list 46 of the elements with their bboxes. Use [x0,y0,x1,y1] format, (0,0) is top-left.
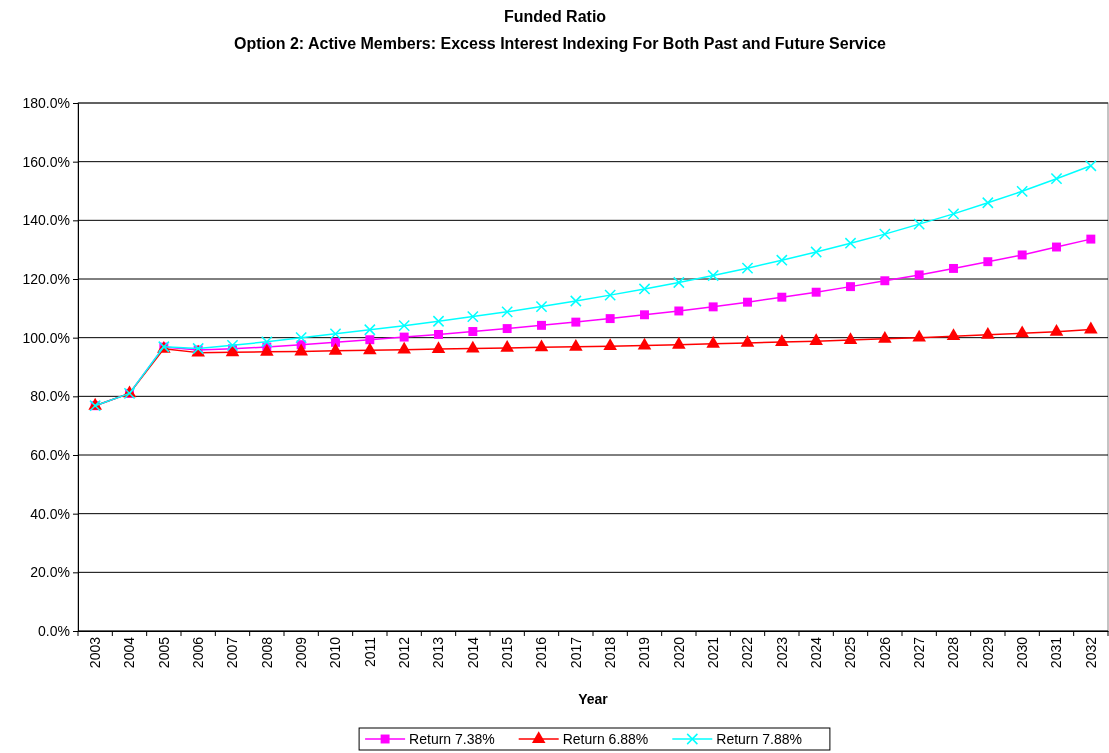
x-tick-label: 2028 [945,636,962,669]
legend-label: Return 7.88% [716,731,802,747]
y-tick-label: 100.0% [22,329,70,346]
x-tick-label: 2025 [842,636,859,669]
x-tick-label: 2015 [499,636,516,669]
x-tick-label: 2018 [602,636,619,669]
x-tick-label: 2030 [1014,636,1031,669]
x-tick-label: 2010 [327,636,344,669]
x-tick-label: 2029 [979,636,996,669]
y-tick-label: 180.0% [22,94,70,111]
y-tick-label: 160.0% [22,153,70,170]
x-tick-label: 2014 [464,636,481,669]
x-tick-label: 2005 [155,636,172,669]
x-tick-label: 2023 [773,636,790,669]
x-tick-label: 2008 [258,636,275,669]
x-tick-label: 2007 [224,636,241,669]
x-tick-label: 2032 [1082,636,1099,669]
x-tick-label: 2031 [1048,636,1065,669]
y-tick-label: 20.0% [30,564,70,581]
chart-title: Funded Ratio [503,8,607,25]
x-tick-label: 2003 [87,636,104,669]
x-tick-label: 2006 [190,636,207,669]
x-tick-label: 2021 [705,636,722,669]
x-tick-label: 2026 [876,636,893,669]
x-tick-label: 2020 [670,636,687,669]
x-tick-label: 2017 [567,636,584,669]
y-tick-label: 0.0% [38,622,70,639]
x-tick-label: 2004 [121,636,138,669]
y-tick-label: 120.0% [22,270,70,287]
x-tick-label: 2024 [808,636,825,669]
legend-label: Return 6.88% [562,731,649,747]
x-tick-label: 2012 [396,636,413,669]
y-tick-label: 140.0% [22,212,70,229]
x-tick-label: 2013 [430,636,447,669]
chart-subtitle: Option 2: Active Members: Excess Interest Indexing For Both Past and Future Service [233,35,887,52]
x-tick-label: 2019 [636,636,653,669]
y-tick-label: 40.0% [30,505,70,522]
x-tick-label: 2027 [911,636,928,669]
x-tick-label: 2016 [533,636,550,669]
legend-label: Return 7.38% [409,731,495,747]
x-tick-label: 2022 [739,636,756,669]
y-tick-label: 60.0% [30,446,70,463]
y-tick-label: 80.0% [30,388,70,405]
x-axis-title: Year [578,691,609,707]
x-tick-label: 2011 [361,636,378,668]
x-tick-label: 2009 [293,636,310,669]
